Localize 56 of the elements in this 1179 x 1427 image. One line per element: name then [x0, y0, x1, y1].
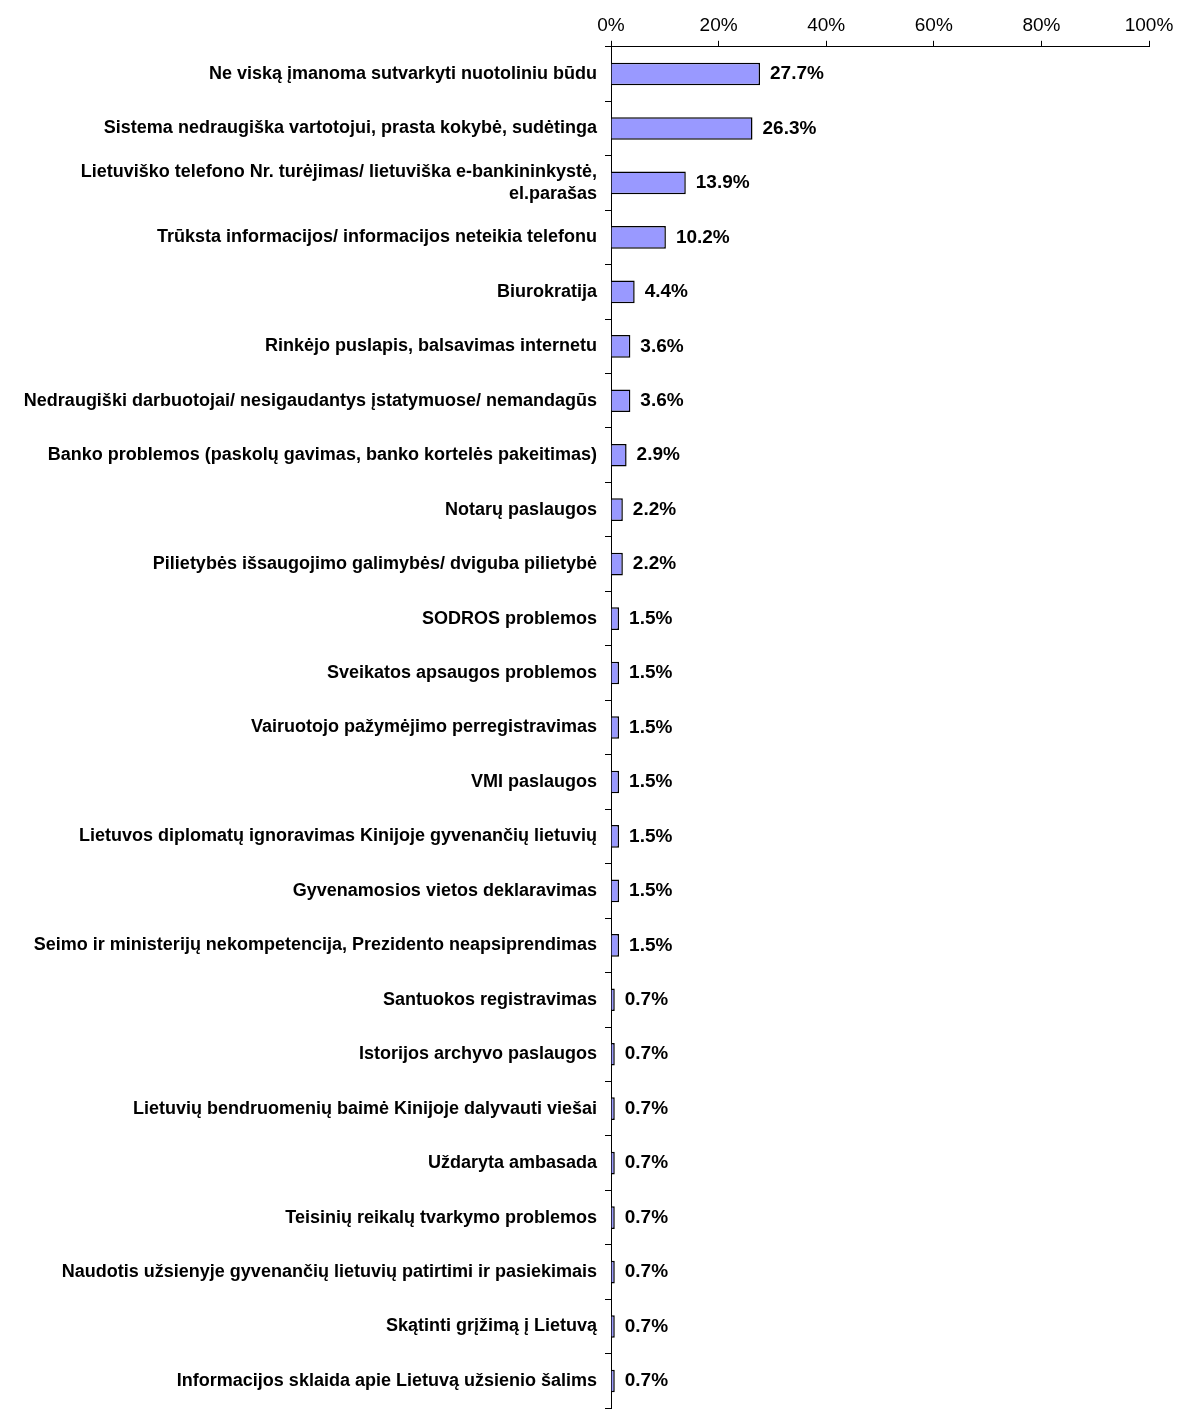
x-tick-label: 60%	[914, 13, 953, 35]
y-tick-label: Skątinti grįžimą į Lietuvą	[385, 1315, 598, 1336]
x-tick-label: 20%	[699, 13, 738, 35]
y-tick-label: Lietuvos diplomatų ignoravimas Kinijoje gyvenančių lietuvių	[78, 825, 597, 846]
data-label: 26.3%	[762, 116, 817, 138]
y-tick-label: Biurokratija	[496, 280, 598, 301]
data-label: 0.7%	[624, 1151, 669, 1173]
y-tick-label: SODROS problemos	[421, 607, 597, 628]
data-label: 0.7%	[624, 1096, 669, 1118]
x-tick-label: 0%	[597, 13, 625, 35]
y-tick-label: VMI paslaugos	[470, 770, 597, 791]
y-tick-label: Teisinių reikalų tvarkymo problemos	[285, 1206, 597, 1227]
data-label: 0.7%	[624, 988, 669, 1010]
data-label: 0.7%	[624, 1314, 669, 1336]
data-label: 0.7%	[624, 1205, 669, 1227]
y-tick-label: Naudotis užsienyje gyvenančių lietuvių patirtimi ir pasiekimais	[61, 1261, 597, 1282]
data-label: 1.5%	[629, 879, 673, 901]
data-label: 1.5%	[629, 715, 673, 737]
y-tick-label: Santuokos registravimas	[382, 988, 597, 1009]
y-tick-label: Vairuotojo pažymėjimo perregistravimas	[250, 716, 597, 737]
data-label: 1.5%	[629, 824, 673, 846]
data-label: 13.9%	[695, 171, 750, 193]
x-tick-label: 40%	[807, 13, 846, 35]
y-tick-label: Istorijos archyvo paslaugos	[358, 1043, 597, 1064]
y-tick-label: Lietuvių bendruomenių baimė Kinijoje dalyvauti viešai	[132, 1097, 597, 1118]
y-tick-label: Sveikatos apsaugos problemos	[326, 662, 597, 683]
data-label: 2.9%	[636, 443, 681, 465]
y-tick-label: Banko problemos (paskolų gavimas, banko kortelės pakeitimas)	[47, 444, 597, 465]
data-label: 4.4%	[644, 280, 689, 302]
y-tick-label: Sistema nedraugiška vartotojui, prasta kokybė, sudėtinga	[103, 117, 598, 138]
y-tick-label: Ne viską įmanoma sutvarkyti nuotoliniu būdu	[208, 63, 597, 83]
data-label: 1.5%	[629, 770, 673, 792]
data-label: 1.5%	[629, 606, 673, 628]
y-tick-label: Notarų paslaugos	[444, 498, 597, 519]
data-label: 0.7%	[624, 1260, 669, 1282]
data-label: 27.7%	[770, 62, 825, 84]
y-tick-label: Rinkėjo puslapis, balsavimas internetu	[264, 335, 597, 356]
data-label: 1.5%	[629, 661, 673, 683]
data-label: 2.2%	[632, 497, 677, 519]
y-tick-label: Uždaryta ambasada	[427, 1152, 598, 1173]
data-label: 3.6%	[640, 334, 684, 356]
x-tick-label: 80%	[1022, 13, 1061, 35]
y-tick-label: Gyvenamosios vietos deklaravimas	[292, 879, 597, 900]
data-label: 0.7%	[624, 1369, 669, 1391]
y-tick-label: Trūksta informacijos/ informacijos neteikia telefonu	[156, 226, 597, 247]
y-tick-label: Nedraugiški darbuotojai/ nesigaudantys įstatymuose/ nemandagūs	[23, 389, 597, 410]
data-label: 0.7%	[624, 1042, 669, 1064]
data-label: 1.5%	[629, 933, 673, 955]
y-tick-label: Seimo ir ministerijų nekompetencija, Prezidento neapsiprendimas	[33, 934, 597, 955]
data-label: 3.6%	[640, 389, 684, 410]
y-tick-label: Informacijos sklaida apie Lietuvą užsienio šalims	[176, 1369, 597, 1390]
data-label: 10.2%	[675, 225, 730, 247]
x-tick-label: 100%	[1124, 13, 1174, 35]
data-label: 2.2%	[632, 552, 677, 574]
y-tick-label: Pilietybės išsaugojimo galimybės/ dviguba pilietybė	[152, 553, 597, 574]
y-tick-label: Lietuviško telefono Nr. turėjimas/ lietuviška e-bankininkystė, el.parašas	[80, 161, 597, 203]
